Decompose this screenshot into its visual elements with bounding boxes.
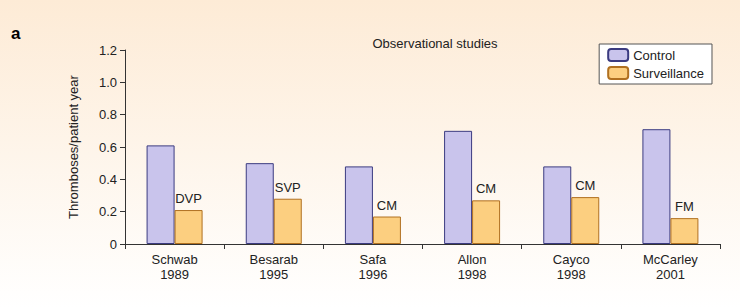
svg-text:0.4: 0.4 [99,172,117,187]
svg-text:CM: CM [377,198,397,213]
svg-text:Control: Control [633,48,675,63]
svg-text:Surveillance: Surveillance [633,66,704,81]
svg-text:SVP: SVP [275,180,301,195]
svg-text:0.6: 0.6 [99,140,117,155]
svg-text:1996: 1996 [358,267,387,282]
svg-text:FM: FM [675,199,694,214]
svg-text:1998: 1998 [557,267,586,282]
svg-text:Cayco: Cayco [553,252,590,267]
svg-text:Safa: Safa [360,252,388,267]
svg-text:1.2: 1.2 [99,43,117,58]
svg-text:DVP: DVP [175,191,202,206]
svg-text:0.8: 0.8 [99,107,117,122]
svg-text:a: a [11,24,21,43]
svg-text:CM: CM [575,178,595,193]
svg-text:Thromboses/patient year: Thromboses/patient year [66,74,81,218]
svg-text:McCarley: McCarley [643,252,698,267]
svg-text:0: 0 [110,237,117,252]
svg-text:0.2: 0.2 [99,204,117,219]
svg-text:CM: CM [476,181,496,196]
svg-text:2001: 2001 [656,267,685,282]
svg-text:Besarab: Besarab [250,252,298,267]
svg-text:Observational studies: Observational studies [372,36,498,51]
svg-text:Allon: Allon [458,252,487,267]
svg-text:Schwab: Schwab [151,252,197,267]
svg-text:1998: 1998 [458,267,487,282]
svg-text:1.0: 1.0 [99,75,117,90]
svg-text:1995: 1995 [259,267,288,282]
svg-text:1989: 1989 [160,267,189,282]
